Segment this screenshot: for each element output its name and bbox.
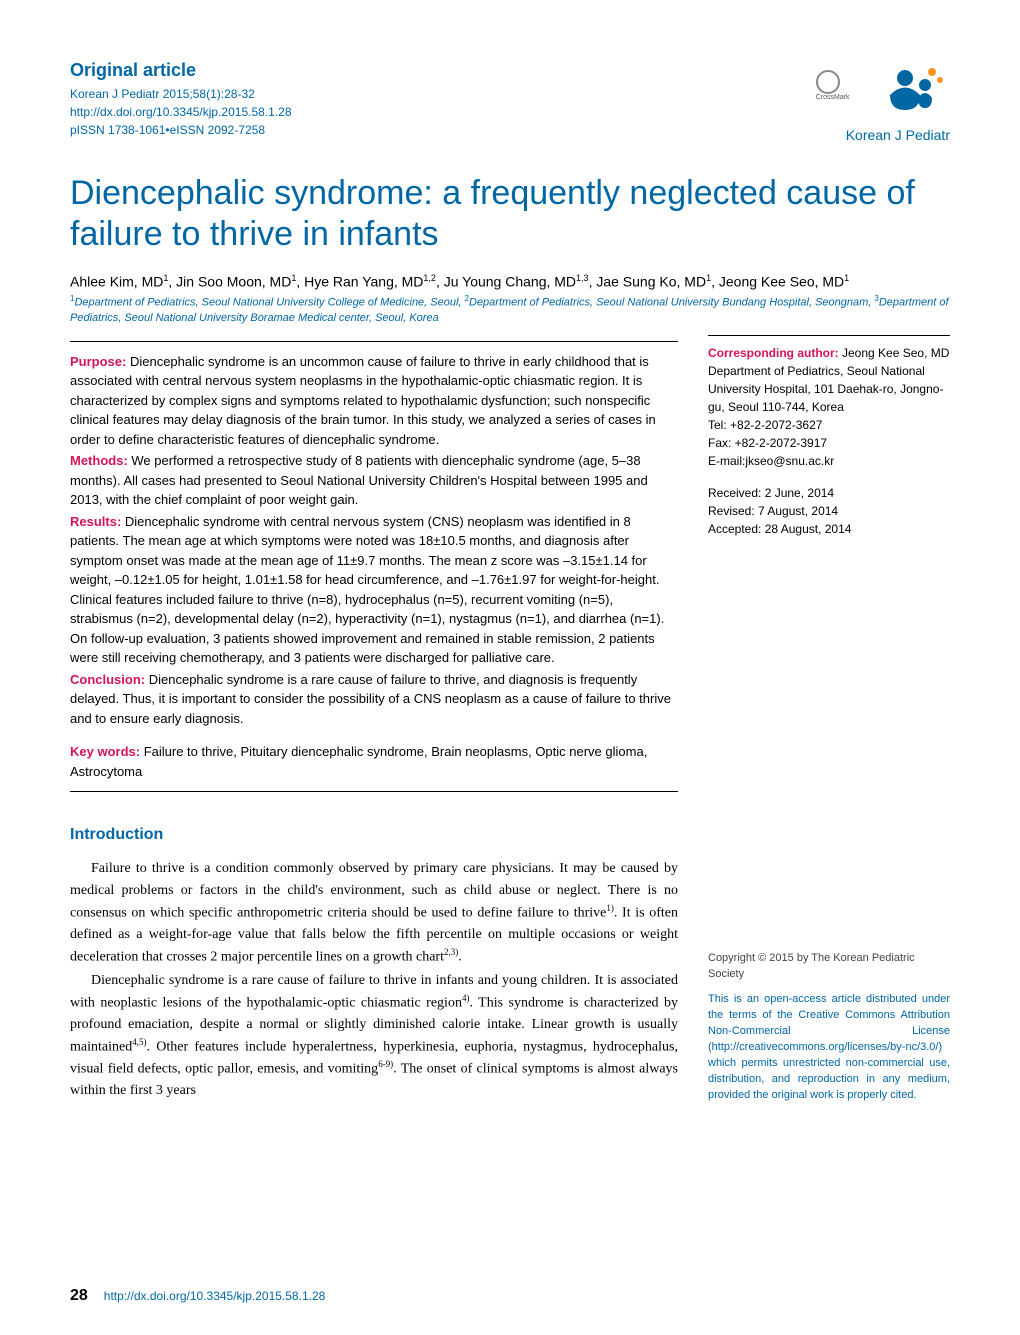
page-number: 28 (70, 1287, 88, 1305)
abstract-conclusion: Conclusion: Diencephalic syndrome is a r… (70, 670, 678, 729)
divider (708, 335, 950, 336)
corr-name: Jeong Kee Seo, MD (839, 346, 950, 360)
conclusion-label: Conclusion: (70, 672, 145, 687)
methods-text: We performed a retrospective study of 8 … (70, 453, 648, 507)
section-heading-introduction: Introduction (70, 826, 950, 844)
corr-label: Corresponding author: (708, 346, 839, 360)
keywords-block: Key words: Failure to thrive, Pituitary … (70, 742, 678, 781)
abstract-purpose: Purpose: Diencephalic syndrome is an unc… (70, 352, 678, 450)
journal-logo-icon (870, 60, 950, 120)
journal-citation: Korean J Pediatr 2015;58(1):28-32 (70, 85, 796, 103)
doi-link[interactable]: http://dx.doi.org/10.3345/kjp.2015.58.1.… (70, 103, 796, 121)
date-accepted: Accepted: 28 August, 2014 (708, 520, 950, 538)
affiliations: 1Department of Pediatrics, Seoul Nationa… (70, 293, 950, 326)
divider (70, 341, 678, 342)
intro-paragraph-1: Failure to thrive is a condition commonl… (70, 858, 678, 968)
date-received: Received: 2 June, 2014 (708, 484, 950, 502)
purpose-label: Purpose: (70, 354, 126, 369)
license-column: Copyright © 2015 by The Korean Pediatric… (708, 858, 950, 1104)
crossmark-label: CrossMark (816, 94, 846, 101)
conclusion-text: Diencephalic syndrome is a rare cause of… (70, 672, 671, 726)
issn: pISSN 1738-1061•eISSN 2092-7258 (70, 121, 796, 139)
body-text: Failure to thrive is a condition commonl… (70, 858, 678, 1104)
intro-paragraph-2: Diencephalic syndrome is a rare cause of… (70, 970, 678, 1102)
header: Original article Korean J Pediatr 2015;5… (70, 60, 950, 143)
header-left: Original article Korean J Pediatr 2015;5… (70, 60, 796, 139)
corresponding-column: Corresponding author: Jeong Kee Seo, MD … (708, 335, 950, 793)
crossmark-icon (816, 70, 840, 94)
results-text: Diencephalic syndrome with central nervo… (70, 514, 664, 666)
crossmark-badge[interactable]: CrossMark (816, 70, 846, 100)
corr-email[interactable]: E-mail:jkseo@snu.ac.kr (708, 452, 950, 470)
abstract-results: Results: Diencephalic syndrome with cent… (70, 512, 678, 668)
authors-list: Ahlee Kim, MD1, Jin Soo Moon, MD1, Hye R… (70, 273, 950, 290)
keywords-text: Failure to thrive, Pituitary diencephali… (70, 744, 647, 779)
footer-doi[interactable]: http://dx.doi.org/10.3345/kjp.2015.58.1.… (104, 1289, 326, 1303)
abstract-column: Purpose: Diencephalic syndrome is an unc… (70, 335, 678, 793)
methods-label: Methods: (70, 453, 128, 468)
results-label: Results: (70, 514, 121, 529)
journal-logo-block: Korean J Pediatr (846, 60, 950, 143)
article-title: Diencephalic syndrome: a frequently negl… (70, 173, 950, 255)
body-row: Failure to thrive is a condition commonl… (70, 858, 950, 1104)
corr-fax: Fax: +82-2-2072-3917 (708, 434, 950, 452)
abstract-methods: Methods: We performed a retrospective st… (70, 451, 678, 510)
keywords-label: Key words: (70, 744, 140, 759)
corr-address: Department of Pediatrics, Seoul National… (708, 362, 950, 416)
date-revised: Revised: 7 August, 2014 (708, 502, 950, 520)
abstract-row: Purpose: Diencephalic syndrome is an unc… (70, 335, 950, 793)
corresponding-author: Corresponding author: Jeong Kee Seo, MD (708, 344, 950, 362)
page-footer: 28 http://dx.doi.org/10.3345/kjp.2015.58… (70, 1287, 325, 1305)
journal-name: Korean J Pediatr (846, 127, 950, 143)
corr-tel: Tel: +82-2-2072-3627 (708, 416, 950, 434)
copyright-notice: Copyright © 2015 by The Korean Pediatric… (708, 951, 950, 983)
license-text: This is an open-access article distribut… (708, 992, 950, 1104)
manuscript-dates: Received: 2 June, 2014 Revised: 7 August… (708, 484, 950, 538)
purpose-text: Diencephalic syndrome is an uncommon cau… (70, 354, 656, 447)
divider (70, 791, 678, 792)
article-type: Original article (70, 60, 796, 81)
